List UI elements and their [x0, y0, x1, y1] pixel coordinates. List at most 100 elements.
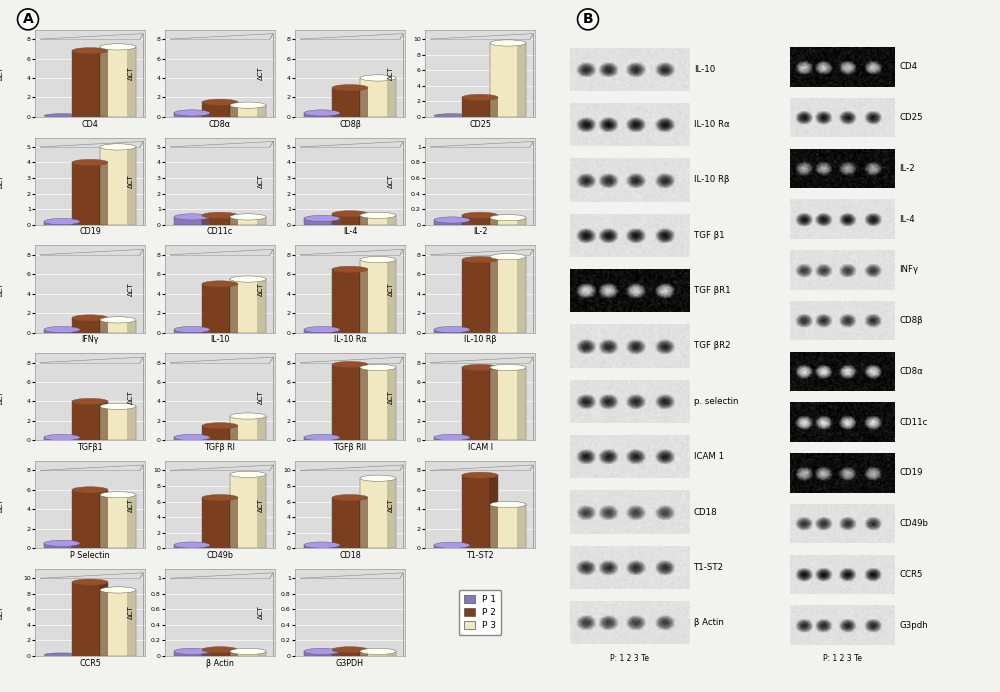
Y-axis label: ΔCT: ΔCT: [258, 390, 264, 403]
Ellipse shape: [332, 361, 368, 367]
Bar: [359, 365, 368, 440]
Ellipse shape: [434, 435, 470, 441]
Ellipse shape: [44, 653, 80, 657]
Bar: [257, 105, 266, 117]
Bar: [332, 498, 368, 548]
Ellipse shape: [230, 413, 266, 419]
Text: p. selectin: p. selectin: [694, 397, 738, 406]
Bar: [229, 102, 238, 117]
Ellipse shape: [490, 215, 526, 221]
Bar: [127, 47, 136, 117]
X-axis label: CD49b: CD49b: [207, 551, 234, 560]
Bar: [434, 437, 470, 440]
Ellipse shape: [490, 501, 526, 507]
Ellipse shape: [332, 647, 368, 653]
Bar: [462, 215, 498, 225]
Ellipse shape: [434, 217, 470, 223]
X-axis label: CD25: CD25: [469, 120, 491, 129]
X-axis label: IL-4: IL-4: [343, 228, 357, 237]
Bar: [490, 257, 526, 333]
Y-axis label: ΔCT: ΔCT: [258, 66, 264, 80]
Ellipse shape: [174, 214, 210, 220]
Bar: [332, 214, 368, 225]
Ellipse shape: [304, 327, 340, 333]
Ellipse shape: [44, 113, 80, 118]
Bar: [517, 504, 526, 548]
Bar: [127, 495, 136, 548]
Bar: [461, 329, 470, 333]
Bar: [174, 545, 210, 548]
Text: P: 1 2 3 Te: P: 1 2 3 Te: [823, 654, 862, 663]
Ellipse shape: [462, 472, 498, 478]
Text: ICAM 1: ICAM 1: [694, 452, 724, 462]
Bar: [331, 329, 340, 333]
Bar: [229, 426, 238, 440]
Text: INFγ: INFγ: [899, 265, 918, 275]
Text: CD8β: CD8β: [899, 316, 922, 325]
Bar: [257, 217, 266, 225]
Y-axis label: ΔCT: ΔCT: [128, 390, 134, 403]
Ellipse shape: [100, 403, 136, 410]
Bar: [44, 329, 80, 333]
X-axis label: TGFβ RII: TGFβ RII: [333, 443, 367, 452]
Text: IL-10 Rβ: IL-10 Rβ: [694, 175, 729, 185]
Bar: [201, 329, 210, 333]
Bar: [462, 260, 498, 333]
X-axis label: CCR5: CCR5: [79, 659, 101, 668]
Text: CD25: CD25: [899, 113, 923, 122]
Bar: [360, 651, 396, 656]
Bar: [100, 406, 136, 440]
X-axis label: CD18: CD18: [339, 551, 361, 560]
Bar: [332, 650, 368, 656]
Bar: [44, 437, 80, 440]
Ellipse shape: [72, 159, 108, 165]
Bar: [359, 88, 368, 117]
Bar: [434, 329, 470, 333]
Bar: [72, 318, 108, 333]
X-axis label: CD8α: CD8α: [209, 120, 231, 129]
Y-axis label: ΔCT: ΔCT: [0, 390, 4, 403]
X-axis label: G3PDH: G3PDH: [336, 659, 364, 668]
Text: IL-10 Rα: IL-10 Rα: [694, 120, 730, 129]
Ellipse shape: [360, 75, 396, 81]
Ellipse shape: [174, 327, 210, 333]
Ellipse shape: [434, 113, 470, 118]
Bar: [44, 543, 80, 548]
Ellipse shape: [72, 399, 108, 405]
Bar: [489, 98, 498, 117]
Ellipse shape: [100, 44, 136, 50]
Text: IL-4: IL-4: [899, 215, 915, 224]
Text: G3pdh: G3pdh: [899, 621, 928, 630]
Bar: [461, 220, 470, 225]
Bar: [360, 478, 396, 548]
Y-axis label: ΔCT: ΔCT: [128, 66, 134, 80]
Ellipse shape: [72, 486, 108, 493]
Bar: [490, 43, 526, 117]
Ellipse shape: [230, 276, 266, 282]
Ellipse shape: [72, 315, 108, 321]
X-axis label: CD4: CD4: [82, 120, 98, 129]
Bar: [387, 478, 396, 548]
Text: TGF βR2: TGF βR2: [694, 341, 731, 351]
Bar: [257, 416, 266, 440]
X-axis label: P Selectin: P Selectin: [70, 551, 110, 560]
Bar: [202, 102, 238, 117]
Bar: [434, 545, 470, 548]
Text: IL-2: IL-2: [899, 164, 915, 173]
Ellipse shape: [360, 257, 396, 263]
Ellipse shape: [360, 365, 396, 370]
Ellipse shape: [304, 435, 340, 441]
Text: IL-10: IL-10: [694, 64, 715, 74]
Bar: [99, 401, 108, 440]
Bar: [490, 504, 526, 548]
Y-axis label: ΔCT: ΔCT: [388, 66, 394, 80]
Bar: [229, 284, 238, 333]
Bar: [461, 545, 470, 548]
Bar: [127, 147, 136, 225]
Bar: [489, 367, 498, 440]
Y-axis label: ΔCT: ΔCT: [258, 606, 264, 619]
Bar: [99, 163, 108, 225]
Bar: [230, 279, 266, 333]
Y-axis label: ΔCT: ΔCT: [258, 174, 264, 188]
Text: B: B: [583, 12, 593, 26]
